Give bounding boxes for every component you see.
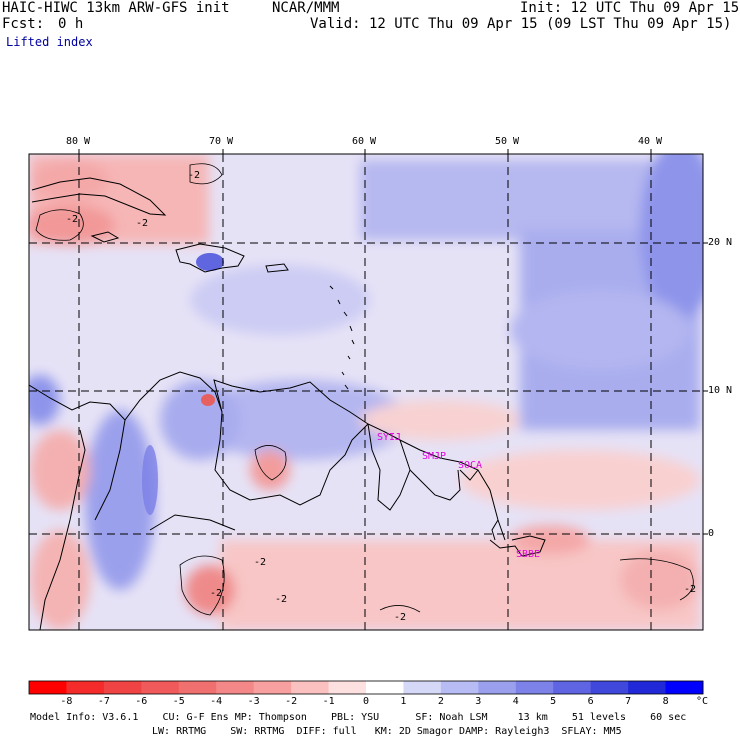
colorbar-tick-label: -6 bbox=[135, 696, 148, 707]
map-title: HAIC-HIWC 13km ARW-GFS init bbox=[2, 0, 230, 16]
colorbar-swatch bbox=[141, 681, 180, 694]
colorbar-swatch bbox=[440, 681, 479, 694]
lon-label-60w: 60 W bbox=[352, 136, 377, 147]
contour-label: -2 bbox=[684, 584, 697, 595]
colorbar-swatch bbox=[253, 681, 292, 694]
contour-label: -2 bbox=[136, 218, 149, 229]
colorbar-tick-label: 2 bbox=[437, 696, 444, 707]
model-info-line1: Model Info: V3.6.1 CU: G-F Ens MP: Thomp… bbox=[30, 712, 687, 723]
axis-ticks bbox=[78, 149, 708, 535]
colorbar-tick-label: -3 bbox=[247, 696, 260, 707]
lat-label-20n: 20 N bbox=[708, 237, 733, 248]
colorbar-swatch bbox=[628, 681, 667, 694]
colorbar-tick-label: 0 bbox=[362, 696, 370, 707]
contour-label: -2 bbox=[188, 170, 201, 181]
lat-label-10n: 10 N bbox=[708, 385, 733, 396]
station-label-sbbe: SBBE bbox=[516, 549, 541, 560]
colorbar-tick-label: 6 bbox=[587, 696, 594, 707]
contour-label: -2 bbox=[254, 557, 267, 568]
colorbar-swatch bbox=[366, 681, 404, 694]
lat-label-0: 0 bbox=[708, 528, 715, 539]
colorbar-tick-label: -4 bbox=[210, 696, 223, 707]
lon-label-40w: 40 W bbox=[638, 136, 663, 147]
shaded-field bbox=[29, 154, 703, 630]
lon-label-50w: 50 W bbox=[495, 136, 520, 147]
colorbar-tick-label: -8 bbox=[60, 696, 73, 707]
colorbar-tick-label: 8 bbox=[662, 696, 669, 707]
contour-label: -2 bbox=[66, 214, 79, 225]
lat-lon-grid bbox=[29, 154, 703, 630]
map-source: NCAR/MMM bbox=[272, 0, 340, 16]
colorbar-tick-label: 7 bbox=[625, 696, 632, 707]
valid-time: Valid: 12 UTC Thu 09 Apr 15 (09 LST Thu … bbox=[310, 16, 732, 32]
colorbar-tick-label: -2 bbox=[285, 696, 298, 707]
colorbar bbox=[28, 680, 704, 695]
lon-label-70w: 70 W bbox=[209, 136, 234, 147]
colorbar-swatch bbox=[478, 681, 517, 694]
model-info-line2: LW: RRTMG SW: RRTMG DIFF: full KM: 2D Sm… bbox=[152, 726, 622, 737]
colorbar-tick-label: 3 bbox=[475, 696, 482, 707]
colorbar-swatch bbox=[515, 681, 554, 694]
contours bbox=[35, 163, 694, 616]
colorbar-swatch bbox=[553, 681, 592, 694]
colorbar-swatch bbox=[328, 681, 367, 694]
contour-label: -2 bbox=[394, 612, 407, 623]
colorbar-swatch bbox=[178, 681, 217, 694]
contour-label: -2 bbox=[275, 594, 288, 605]
colorbar-swatch bbox=[66, 681, 105, 694]
colorbar-swatch bbox=[29, 681, 67, 694]
colorbar-swatch bbox=[216, 681, 255, 694]
colorbar-tick-label: 5 bbox=[550, 696, 557, 707]
init-time: Init: 12 UTC Thu 09 Apr 15 bbox=[520, 0, 740, 16]
colorbar-tick-label: 4 bbox=[512, 696, 519, 707]
colorbar-tick-label: -7 bbox=[97, 696, 110, 707]
station-label-soca: SOCA bbox=[458, 460, 483, 471]
colorbar-swatch bbox=[291, 681, 330, 694]
lon-label-80w: 80 W bbox=[66, 136, 91, 147]
coastlines bbox=[29, 177, 546, 630]
station-label-smjp: SMJP bbox=[422, 451, 447, 462]
field-name: Lifted index bbox=[6, 35, 93, 49]
colorbar-swatch bbox=[665, 681, 704, 694]
forecast-hour: 0 h bbox=[58, 16, 84, 32]
colorbar-tick-label: -1 bbox=[322, 696, 335, 707]
colorbar-unit: °C bbox=[695, 696, 709, 707]
colorbar-tick-label: 1 bbox=[400, 696, 407, 707]
colorbar-swatch bbox=[403, 681, 442, 694]
colorbar-swatch bbox=[590, 681, 629, 694]
forecast-label: Fcst: bbox=[2, 16, 45, 32]
colorbar-tick-label: -5 bbox=[172, 696, 185, 707]
contour-label: -2 bbox=[210, 588, 223, 599]
station-label-syij: SYIJ bbox=[377, 432, 402, 443]
map-frame bbox=[28, 153, 704, 631]
colorbar-swatch bbox=[103, 681, 142, 694]
